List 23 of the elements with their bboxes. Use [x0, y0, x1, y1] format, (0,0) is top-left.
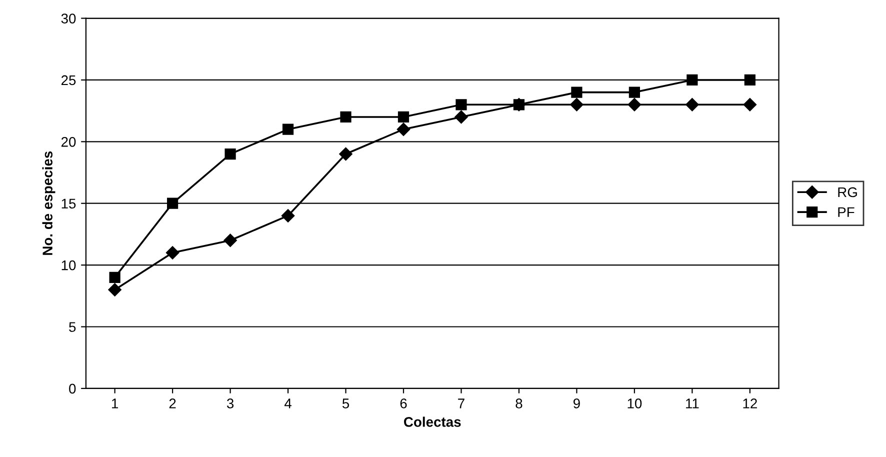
- x-tick-label: 11: [686, 398, 699, 408]
- y-tick-label: 0: [69, 384, 76, 394]
- x-tick-label: 6: [400, 398, 407, 408]
- x-tick-label: 1: [112, 398, 118, 408]
- y-tick-label: 30: [61, 14, 76, 24]
- x-tick-label: 4: [284, 398, 292, 408]
- legend-label: PF: [838, 207, 854, 217]
- x-tick-label: 9: [574, 398, 580, 408]
- x-axis-title: Colectas: [404, 416, 461, 427]
- x-tick-label: 10: [628, 398, 642, 408]
- y-tick-label: 25: [61, 75, 76, 86]
- x-tick-label: 8: [516, 398, 522, 408]
- x-tick-label: 12: [743, 398, 757, 408]
- y-tick-label: 15: [62, 198, 76, 209]
- x-tick-label: 2: [169, 398, 176, 408]
- y-tick-label: 10: [62, 260, 76, 270]
- x-tick-label: 7: [458, 398, 464, 408]
- y-axis-title: No. de especies: [42, 151, 56, 255]
- y-tick-label: 20: [61, 137, 76, 147]
- y-tick-label: 5: [69, 322, 76, 332]
- x-tick-label: 3: [226, 398, 234, 408]
- legend-label: RG: [838, 187, 857, 198]
- x-tick-label: 5: [342, 398, 350, 408]
